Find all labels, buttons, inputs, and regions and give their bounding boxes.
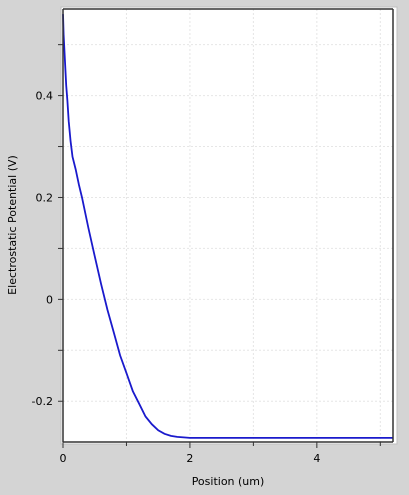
series-layer bbox=[62, 14, 393, 439]
y-tick-label: 0.4 bbox=[36, 90, 54, 103]
plot-area bbox=[63, 9, 393, 442]
x-axis-title: Position (um) bbox=[192, 475, 265, 488]
tick-layer: 0 2 4 -0.2 0 0.2 0.4 bbox=[32, 44, 381, 465]
y-tick-label: 0 bbox=[46, 293, 53, 306]
y-tick-label: 0.2 bbox=[36, 191, 54, 204]
x-tick-label: 2 bbox=[186, 452, 193, 465]
x-tick-label: 0 bbox=[60, 452, 67, 465]
y-axis-title: Electrostatic Potential (V) bbox=[6, 155, 19, 295]
grid-layer bbox=[63, 9, 393, 442]
series-line-potential bbox=[62, 14, 393, 439]
y-tick-label: -0.2 bbox=[32, 395, 53, 408]
x-tick-label: 4 bbox=[313, 452, 320, 465]
